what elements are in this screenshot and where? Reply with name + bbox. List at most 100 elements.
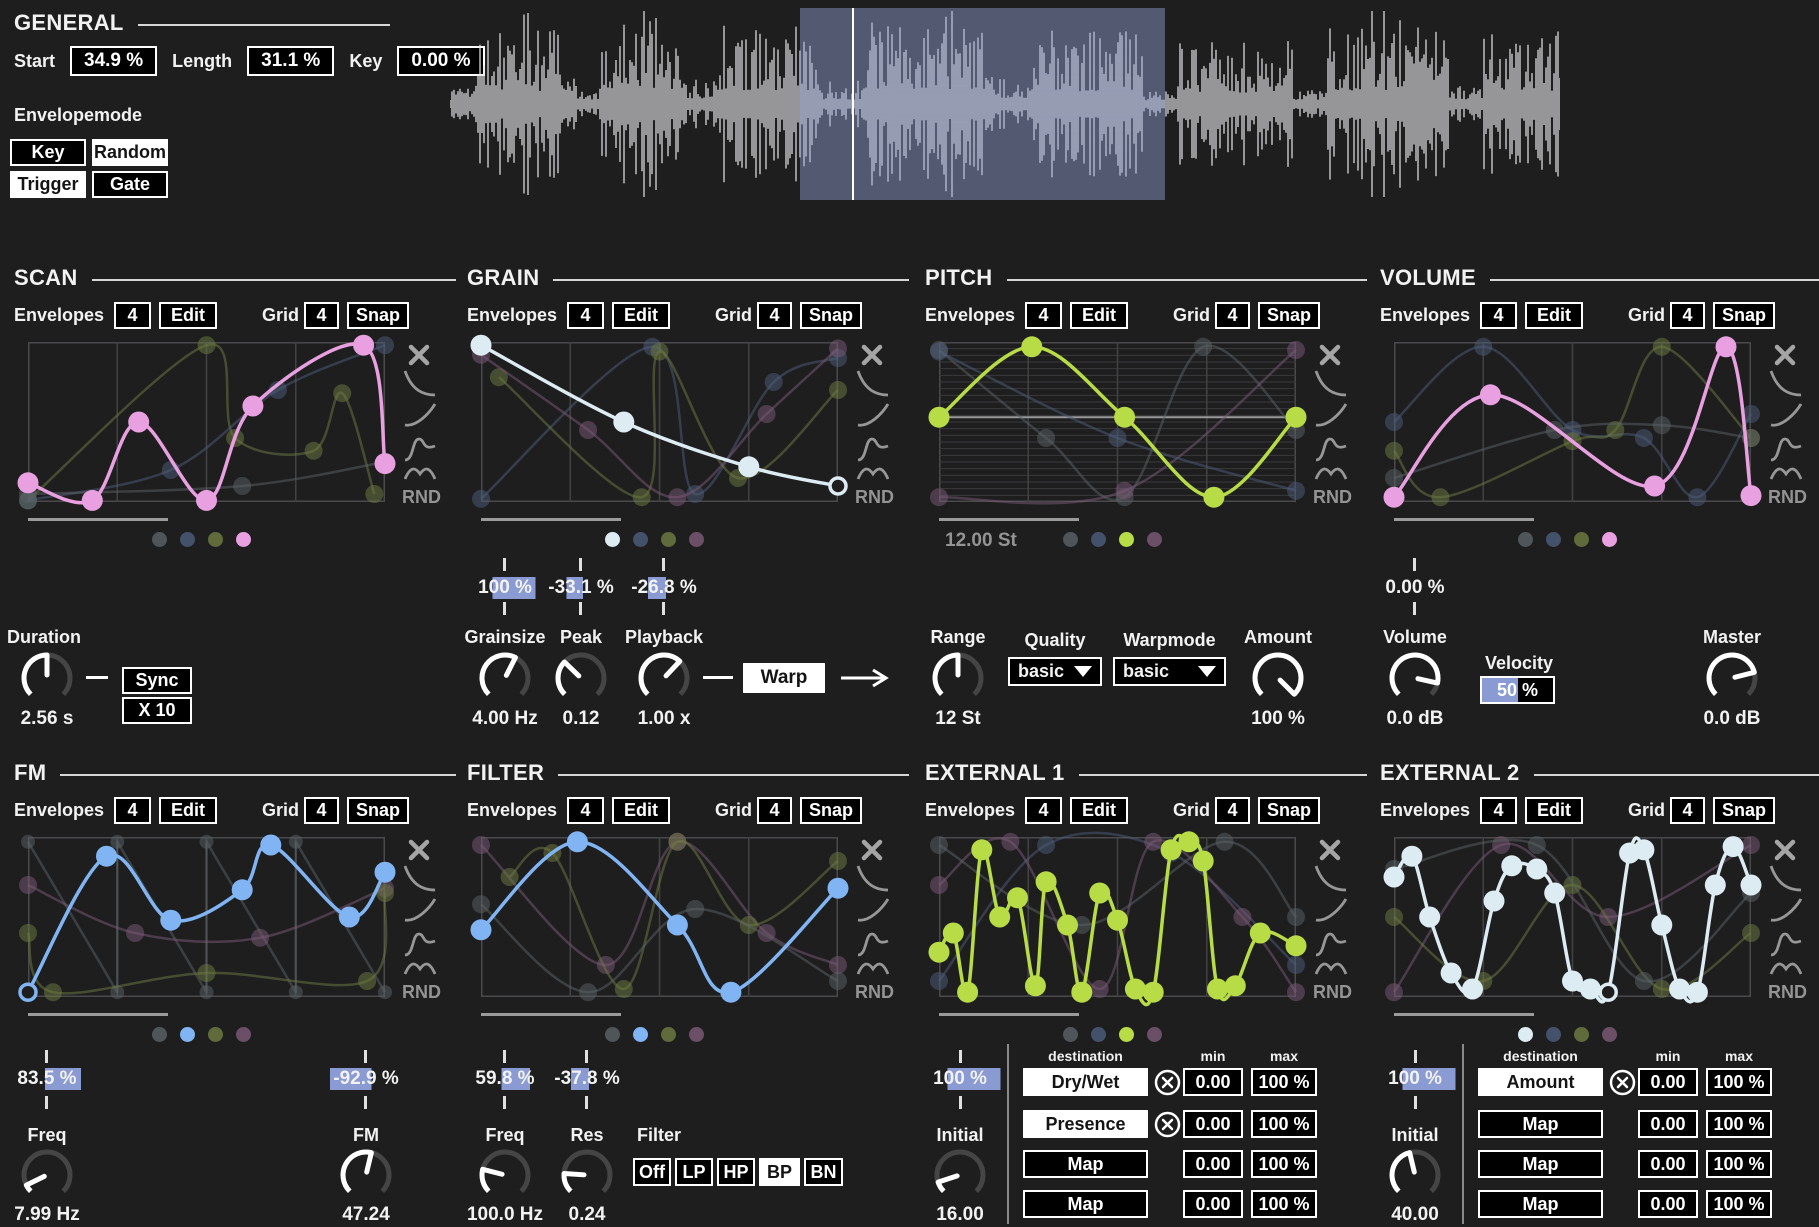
edit-button[interactable]: Edit: [159, 302, 217, 329]
max-field[interactable]: 100 %: [1251, 1190, 1317, 1218]
grid-count[interactable]: 4: [1215, 797, 1250, 824]
max-field[interactable]: 100 %: [1706, 1190, 1772, 1218]
curve-rise-icon[interactable]: [1313, 400, 1349, 430]
filter-mode-bp[interactable]: BP: [759, 1158, 800, 1186]
brace-curve-icon[interactable]: [1768, 461, 1804, 487]
brace-curve-icon[interactable]: [855, 461, 891, 487]
mode-button-trigger[interactable]: Trigger: [10, 171, 86, 198]
envelope-dot-1[interactable]: [605, 532, 620, 547]
envelope-dot-1[interactable]: [152, 1027, 167, 1042]
envelope-editor[interactable]: [470, 831, 849, 1003]
min-field[interactable]: 0.00: [1183, 1150, 1243, 1178]
initial-knob[interactable]: [1387, 1147, 1443, 1203]
destination-slot[interactable]: Map: [1478, 1150, 1603, 1178]
envelope-scrollbar[interactable]: [1394, 1013, 1534, 1016]
snap-button[interactable]: Snap: [1258, 302, 1320, 329]
mode-button-key[interactable]: Key: [10, 139, 86, 166]
curve-rise-icon[interactable]: [855, 400, 891, 430]
s-curve-icon[interactable]: [855, 434, 891, 464]
envelope-scrollbar[interactable]: [481, 1013, 621, 1016]
edit-button[interactable]: Edit: [1525, 797, 1583, 824]
envelope-dot-4[interactable]: [1602, 532, 1617, 547]
curve-decay-icon[interactable]: [855, 368, 891, 398]
filter-mode-lp[interactable]: LP: [675, 1158, 713, 1186]
envelope-dot-2[interactable]: [633, 1027, 648, 1042]
s-curve-icon[interactable]: [1313, 929, 1349, 959]
filter-mode-bn[interactable]: BN: [804, 1158, 843, 1186]
envelope-scrollbar[interactable]: [1394, 518, 1534, 521]
edit-button[interactable]: Edit: [612, 797, 670, 824]
envelope-editor[interactable]: [1383, 836, 1762, 1004]
envelope-dot-3[interactable]: [1574, 1027, 1589, 1042]
snap-button[interactable]: Snap: [347, 797, 409, 824]
close-icon[interactable]: [1772, 342, 1798, 368]
snap-button[interactable]: Snap: [800, 302, 862, 329]
edit-button[interactable]: Edit: [1070, 797, 1128, 824]
brace-curve-icon[interactable]: [1768, 956, 1804, 982]
envelope-scrollbar[interactable]: [939, 1013, 1079, 1016]
grid-count[interactable]: 4: [757, 797, 792, 824]
destination-slot[interactable]: Map: [1023, 1190, 1148, 1218]
s-curve-icon[interactable]: [402, 434, 438, 464]
filter-rnd-amount-1[interactable]: 59.8 %: [460, 1068, 550, 1090]
envelope-dot-2[interactable]: [1091, 1027, 1106, 1042]
envelope-scrollbar[interactable]: [481, 518, 621, 521]
envelope-dot-1[interactable]: [1063, 1027, 1078, 1042]
envelope-dot-4[interactable]: [1147, 1027, 1162, 1042]
x10-button[interactable]: X 10: [122, 697, 192, 724]
rnd-button[interactable]: RND: [855, 487, 894, 507]
envelopes-count[interactable]: 4: [114, 797, 151, 824]
filter-mode-hp[interactable]: HP: [717, 1158, 755, 1186]
min-field[interactable]: 0.00: [1183, 1190, 1243, 1218]
envelope-dot-2[interactable]: [180, 1027, 195, 1042]
start-field[interactable]: 34.9 %: [70, 46, 158, 76]
grid-count[interactable]: 4: [1670, 302, 1705, 329]
quality-select[interactable]: basic: [1008, 657, 1102, 686]
envelope-editor[interactable]: [928, 831, 1307, 1007]
curve-decay-icon[interactable]: [402, 368, 438, 398]
destination-slot[interactable]: Map: [1023, 1150, 1148, 1178]
grain-rnd-amount[interactable]: 100 %: [460, 577, 550, 599]
curve-rise-icon[interactable]: [1768, 895, 1804, 925]
envelope-editor[interactable]: [18, 834, 396, 1002]
unmap-icon[interactable]: [1154, 1111, 1181, 1138]
envelope-editor[interactable]: [17, 334, 396, 511]
rnd-button[interactable]: RND: [1313, 982, 1352, 1002]
envelope-dot-1[interactable]: [1518, 1027, 1533, 1042]
envelope-dot-4[interactable]: [1602, 1027, 1617, 1042]
unmap-icon[interactable]: [1154, 1069, 1181, 1096]
snap-button[interactable]: Snap: [347, 302, 409, 329]
min-field[interactable]: 0.00: [1183, 1110, 1243, 1138]
external-amount[interactable]: 100 %: [915, 1068, 1005, 1090]
mode-button-random[interactable]: Random: [92, 139, 168, 166]
brace-curve-icon[interactable]: [1313, 956, 1349, 982]
envelope-selector[interactable]: [152, 532, 251, 547]
warpmode-select[interactable]: basic: [1113, 657, 1226, 686]
rnd-button[interactable]: RND: [1313, 487, 1352, 507]
envelope-dot-2[interactable]: [633, 532, 648, 547]
max-field[interactable]: 100 %: [1706, 1150, 1772, 1178]
min-field[interactable]: 0.00: [1638, 1190, 1698, 1218]
envelope-selector[interactable]: [1518, 1027, 1617, 1042]
curve-rise-icon[interactable]: [402, 895, 438, 925]
grid-count[interactable]: 4: [757, 302, 792, 329]
envelopes-count[interactable]: 4: [1480, 302, 1517, 329]
snap-button[interactable]: Snap: [1713, 302, 1775, 329]
waveform-selection[interactable]: [799, 8, 1165, 200]
s-curve-icon[interactable]: [1768, 434, 1804, 464]
grid-count[interactable]: 4: [304, 302, 339, 329]
fm-rnd-amount-1[interactable]: 83.5 %: [2, 1068, 92, 1090]
res-knob[interactable]: [559, 1147, 615, 1203]
close-icon[interactable]: [406, 342, 432, 368]
brace-curve-icon[interactable]: [1313, 461, 1349, 487]
envelopes-count[interactable]: 4: [1480, 797, 1517, 824]
curve-decay-icon[interactable]: [855, 863, 891, 893]
curve-decay-icon[interactable]: [1313, 863, 1349, 893]
snap-button[interactable]: Snap: [1713, 797, 1775, 824]
envelope-dot-1[interactable]: [1518, 532, 1533, 547]
playback-knob[interactable]: [636, 650, 692, 706]
envelope-dot-4[interactable]: [689, 532, 704, 547]
envelope-scrollbar[interactable]: [28, 1013, 168, 1016]
grainsize-knob[interactable]: [477, 650, 533, 706]
envelope-dot-4[interactable]: [689, 1027, 704, 1042]
